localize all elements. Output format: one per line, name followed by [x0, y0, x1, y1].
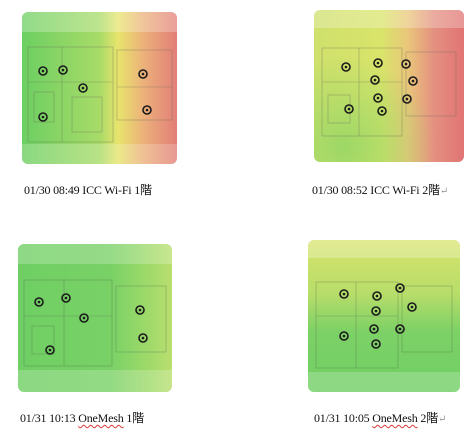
heatmap-image	[314, 10, 464, 162]
panel-caption: 01/31 10:13 OneMesh 1階	[20, 409, 144, 426]
caption-text: 01/31 10:13	[20, 411, 79, 425]
paragraph-mark: ↵	[437, 414, 447, 425]
panel-caption: 01/30 08:49 ICC Wi-Fi 1階	[24, 181, 152, 198]
paragraph-mark: ↵	[439, 186, 449, 197]
panel-caption: 01/31 10:05 OneMesh 2階↵	[314, 409, 446, 426]
caption-floor: 階	[140, 183, 152, 197]
caption-floor: 階	[428, 183, 440, 197]
caption-spell-flag: OneMesh	[372, 411, 418, 425]
heatmap-image	[18, 244, 172, 392]
caption-text: 01/31 10:05	[314, 411, 373, 425]
caption-floor: 1階	[123, 411, 144, 425]
caption-text: 01/30 08:52 ICC Wi-Fi 2	[312, 183, 429, 197]
caption-text: 01/30 08:49 ICC Wi-Fi 1	[24, 183, 141, 197]
caption-floor: 2階	[417, 411, 438, 425]
caption-spell-flag: OneMesh	[78, 411, 124, 425]
heatmap-image	[22, 12, 177, 164]
ap-markers	[38, 65, 152, 122]
heatmap-image	[308, 240, 460, 392]
panel-caption: 01/30 08:52 ICC Wi-Fi 2階↵	[312, 181, 448, 198]
